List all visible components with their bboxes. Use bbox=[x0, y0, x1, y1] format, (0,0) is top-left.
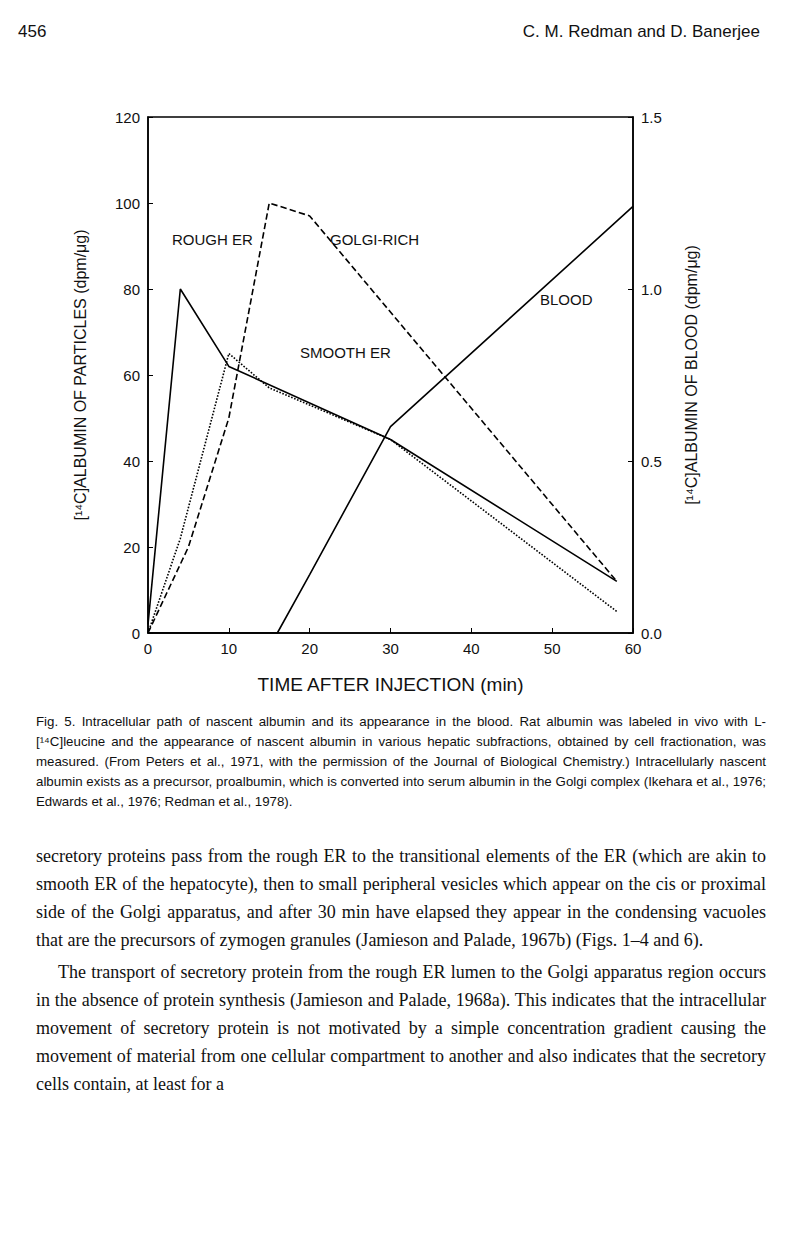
svg-text:40: 40 bbox=[123, 453, 140, 470]
svg-text:60: 60 bbox=[625, 640, 642, 657]
svg-text:BLOOD: BLOOD bbox=[540, 291, 593, 308]
svg-text:40: 40 bbox=[463, 640, 480, 657]
html-text:456: 456 bbox=[18, 22, 47, 41]
svg-text:1.5: 1.5 bbox=[641, 109, 662, 126]
html-text:secretory proteins pass from t: secretory proteins pass from the rough E… bbox=[36, 846, 766, 950]
svg-text:GOLGI-RICH: GOLGI-RICH bbox=[330, 231, 419, 248]
svg-text:120: 120 bbox=[115, 109, 140, 126]
svg-text:100: 100 bbox=[115, 195, 140, 212]
svg-text:20: 20 bbox=[123, 539, 140, 556]
svg-text:[¹⁴C]ALBUMIN OF PARTICLES (dpm: [¹⁴C]ALBUMIN OF PARTICLES (dpm/μg) bbox=[72, 229, 89, 520]
html-text:The transport of secretory pro: The transport of secretory protein from … bbox=[36, 962, 766, 1094]
svg-text:20: 20 bbox=[301, 640, 318, 657]
svg-text:0.0: 0.0 bbox=[641, 625, 662, 642]
svg-text:ROUGH ER: ROUGH ER bbox=[172, 231, 253, 248]
svg-text:0: 0 bbox=[132, 625, 140, 642]
html-text:C. M. Redman and D. Banerjee: C. M. Redman and D. Banerjee bbox=[522, 22, 760, 41]
svg-text:TIME AFTER INJECTION (min): TIME AFTER INJECTION (min) bbox=[258, 674, 524, 695]
svg-text:10: 10 bbox=[220, 640, 237, 657]
svg-text:80: 80 bbox=[123, 281, 140, 298]
svg-text:30: 30 bbox=[382, 640, 399, 657]
svg-text:0.5: 0.5 bbox=[641, 453, 662, 470]
html-text:Fig. 5. Intracellular path of: Fig. 5. Intracellular path of nascent al… bbox=[36, 714, 766, 809]
svg-text:50: 50 bbox=[544, 640, 561, 657]
svg-text:SMOOTH ER: SMOOTH ER bbox=[300, 344, 391, 361]
svg-text:60: 60 bbox=[123, 367, 140, 384]
svg-text:[¹⁴C]ALBUMIN OF BLOOD (dpm/μg): [¹⁴C]ALBUMIN OF BLOOD (dpm/μg) bbox=[683, 245, 700, 505]
svg-text:0: 0 bbox=[144, 640, 152, 657]
svg-text:1.0: 1.0 bbox=[641, 281, 662, 298]
